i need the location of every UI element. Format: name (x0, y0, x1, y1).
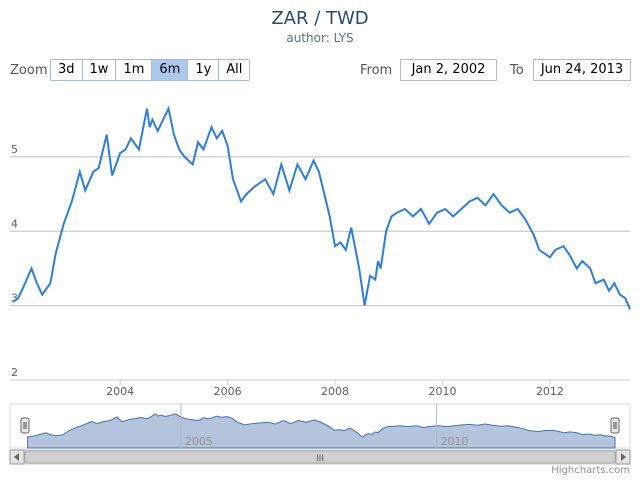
x-tick-label: 2010 (428, 385, 456, 398)
navigator: 2005 2010 III (9, 403, 631, 465)
zoom-3d-button[interactable]: 3d (50, 59, 83, 81)
navigator-handle (20, 417, 30, 434)
zoom-1m-button[interactable]: 1m (116, 59, 153, 81)
scrollbar-right-arrow (621, 453, 626, 461)
scrollbar-grip: III (316, 454, 324, 464)
series-line (12, 105, 631, 310)
zoom-label: Zoom (10, 63, 48, 78)
grid-lines (10, 156, 630, 381)
zoom-1y-button[interactable]: 1y (188, 59, 220, 81)
y-tick-label: 5 (11, 143, 18, 156)
x-tick-label: 2008 (321, 385, 349, 398)
x-tick-label: 2006 (214, 385, 242, 398)
handle-body (20, 417, 30, 434)
scrollbar: III (9, 449, 631, 465)
scrollbar-thumb (24, 450, 616, 464)
to-label: To (510, 63, 524, 78)
y-tick-label: 3 (11, 292, 18, 305)
x-tick-label: 2004 (106, 385, 134, 398)
navigator-label: 2005 (185, 435, 213, 448)
credits-link[interactable]: Highcharts.com (551, 465, 630, 476)
navigator-area (27, 413, 616, 449)
from-label: From (360, 63, 393, 78)
scrollbar-left-arrow (14, 453, 19, 461)
navigator-label: 2010 (441, 435, 469, 448)
zoom-1w-button[interactable]: 1w (82, 59, 117, 81)
chart-subtitle: author: LYS (286, 31, 354, 45)
zoom-6m-button[interactable]: 6m (152, 59, 189, 81)
navigator-handle (610, 417, 620, 434)
handle-body (610, 417, 620, 434)
chart-title: ZAR / TWD (271, 8, 369, 29)
from-date-input[interactable]: Jan 2, 2002 (400, 59, 497, 81)
y-tick-label: 2 (11, 366, 18, 379)
zoom-button-group: 3d 1w 1m 6m 1y All (50, 59, 251, 81)
y-axis-labels: 2 3 4 5 (11, 143, 18, 379)
to-date-input[interactable]: Jun 24, 2013 (533, 59, 631, 81)
y-tick-label: 4 (11, 217, 18, 230)
x-axis-labels: 2004 2006 2008 2010 2012 (106, 380, 564, 398)
zoom-all-button[interactable]: All (219, 59, 251, 81)
x-tick-label: 2012 (536, 385, 564, 398)
